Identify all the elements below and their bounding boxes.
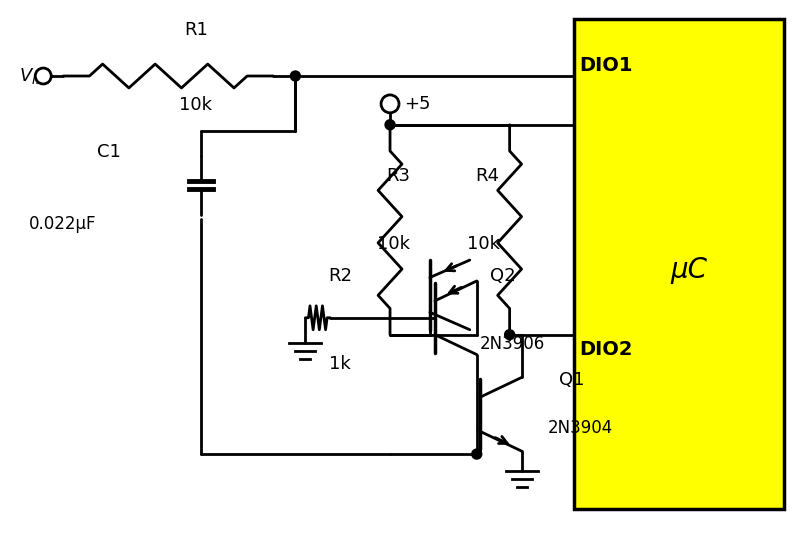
Text: Q2: Q2 [490, 267, 515, 285]
Text: DIO2: DIO2 [579, 340, 633, 359]
Text: R3: R3 [386, 168, 410, 186]
Text: R4: R4 [476, 168, 500, 186]
Text: C1: C1 [97, 143, 121, 161]
Circle shape [35, 68, 51, 84]
FancyBboxPatch shape [574, 19, 784, 509]
Text: 10k: 10k [179, 96, 212, 114]
Text: 1k: 1k [330, 354, 351, 372]
Circle shape [472, 449, 482, 459]
Circle shape [505, 330, 514, 340]
Text: 2N3906: 2N3906 [480, 335, 545, 353]
Text: R1: R1 [184, 21, 208, 39]
Text: 2N3904: 2N3904 [547, 419, 613, 437]
Text: DIO1: DIO1 [579, 56, 633, 75]
Text: R2: R2 [328, 267, 352, 285]
Text: $V_{IN}$: $V_{IN}$ [19, 66, 46, 86]
Text: Q1: Q1 [559, 371, 585, 389]
Text: 10k: 10k [377, 235, 410, 253]
Circle shape [290, 71, 300, 81]
Text: 0.022μF: 0.022μF [29, 215, 96, 233]
Circle shape [381, 95, 399, 113]
Text: 10k: 10k [466, 235, 500, 253]
Text: +5: +5 [404, 95, 430, 113]
Circle shape [385, 120, 395, 130]
Text: μC: μC [670, 256, 707, 284]
